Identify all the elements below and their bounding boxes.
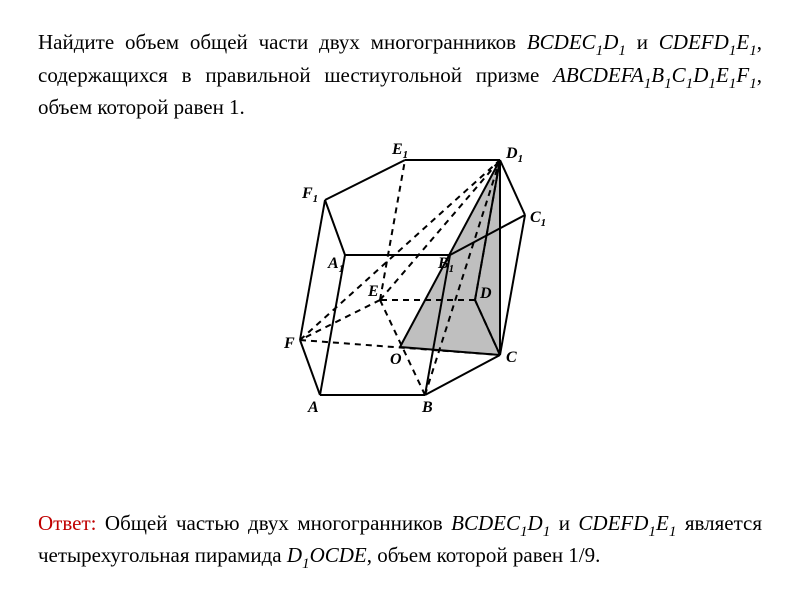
prism-s4: 1: [708, 76, 716, 92]
svg-text:O: O: [390, 351, 402, 368]
prism-s5: 1: [729, 76, 737, 92]
poly2-sub1: 1: [729, 43, 737, 59]
ans-poly2-sub1: 1: [648, 524, 656, 540]
answer-label: Ответ:: [38, 511, 96, 535]
svg-text:F1: F1: [301, 185, 318, 205]
ans-pyr-rest: OCDE: [310, 543, 367, 567]
ans-poly1-base: BCDEC: [451, 511, 520, 535]
svg-text:C: C: [506, 349, 517, 366]
svg-text:A: A: [307, 399, 319, 416]
svg-text:E: E: [367, 283, 379, 300]
ans-poly1-mid: D: [528, 511, 543, 535]
poly2-mid: E: [736, 30, 749, 54]
problem-and: и: [626, 30, 659, 54]
answer-text: Ответ: Общей частью двух многогранников …: [38, 509, 762, 574]
svg-text:C1: C1: [530, 209, 546, 229]
svg-text:D: D: [479, 285, 492, 302]
prism-s6: 1: [749, 76, 757, 92]
poly2-sub2: 1: [749, 43, 757, 59]
ans-tail: , объем которой равен 1/9.: [367, 543, 601, 567]
page: Найдите объем общей части двух многогран…: [0, 0, 800, 600]
prism-a: ABCDEFA: [553, 63, 644, 87]
ans-and: и: [550, 511, 578, 535]
poly1-sub2: 1: [618, 43, 626, 59]
poly1-sub1: 1: [596, 43, 604, 59]
poly2-base: CDEFD: [659, 30, 729, 54]
prism-e: E: [716, 63, 729, 87]
prism-d: D: [693, 63, 708, 87]
svg-text:B: B: [421, 399, 433, 416]
prism-c: C: [672, 63, 686, 87]
prism-b: B: [651, 63, 664, 87]
prism-figure: ABCDEFOA1B1C1D1E1F1: [250, 140, 560, 420]
ans-pyr-a: D: [287, 543, 302, 567]
svg-text:F: F: [283, 335, 295, 352]
ans-poly2-base: CDEFD: [578, 511, 648, 535]
svg-text:D1: D1: [505, 145, 523, 165]
ans-poly1-sub1: 1: [520, 524, 528, 540]
ans-poly2-sub2: 1: [669, 524, 677, 540]
prism-s3: 1: [686, 76, 694, 92]
svg-text:A1: A1: [327, 255, 344, 275]
svg-text:E1: E1: [391, 141, 408, 161]
ans-poly1-sub2: 1: [543, 524, 551, 540]
problem-text: Найдите объем общей части двух многогран…: [38, 28, 762, 122]
prism-f: F: [736, 63, 749, 87]
answer-pre: Общей частью двух многогранников: [96, 511, 451, 535]
ans-pyr-s1: 1: [302, 556, 310, 572]
prism-s2: 1: [664, 76, 672, 92]
poly1-base: BCDEC: [527, 30, 596, 54]
prism-svg: ABCDEFOA1B1C1D1E1F1: [250, 140, 560, 420]
prism-s1: 1: [644, 76, 652, 92]
ans-poly2-mid: E: [656, 511, 669, 535]
problem-pre1: Найдите объем общей части двух многогран…: [38, 30, 527, 54]
poly1-mid: D: [603, 30, 618, 54]
